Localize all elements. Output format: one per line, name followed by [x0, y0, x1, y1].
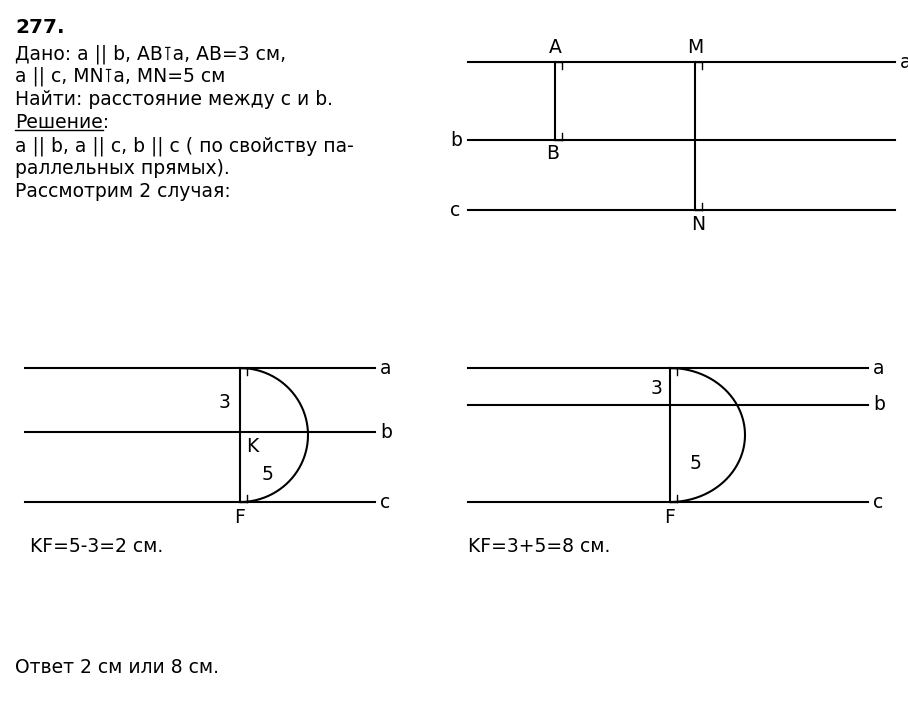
Text: a || b, a || c, b || c ( по свойству па-: a || b, a || c, b || c ( по свойству па- — [15, 136, 354, 155]
Text: c: c — [380, 493, 390, 511]
Text: M: M — [686, 38, 703, 57]
Text: 3: 3 — [650, 379, 662, 398]
Text: 5: 5 — [262, 466, 274, 484]
Text: a: a — [873, 359, 884, 377]
Text: c: c — [450, 201, 460, 219]
Text: 5: 5 — [690, 454, 702, 473]
Text: 3: 3 — [218, 392, 230, 412]
Text: b: b — [873, 395, 885, 414]
Text: KF=3+5=8 см.: KF=3+5=8 см. — [468, 537, 610, 556]
Text: 277.: 277. — [15, 18, 64, 37]
Text: a || c, MN⊺a, MN=5 см: a || c, MN⊺a, MN=5 см — [15, 67, 225, 86]
Text: F: F — [665, 508, 676, 527]
Text: b: b — [450, 130, 462, 150]
Text: Дано: a || b, AB⊺a, AB=3 см,: Дано: a || b, AB⊺a, AB=3 см, — [15, 44, 286, 63]
Text: K: K — [246, 437, 258, 456]
Text: a: a — [380, 359, 391, 377]
Text: Рассмотрим 2 случая:: Рассмотрим 2 случая: — [15, 182, 231, 201]
Text: F: F — [234, 508, 245, 527]
Text: раллельных прямых).: раллельных прямых). — [15, 159, 230, 178]
Text: b: b — [380, 422, 392, 441]
Text: Решение:: Решение: — [15, 113, 109, 132]
Text: Ответ 2 см или 8 см.: Ответ 2 см или 8 см. — [15, 658, 219, 677]
Text: N: N — [691, 215, 706, 234]
Text: Найти: расстояние между c и b.: Найти: расстояние между c и b. — [15, 90, 333, 109]
Text: a: a — [900, 53, 908, 71]
Text: c: c — [873, 493, 883, 511]
Text: KF=5-3=2 см.: KF=5-3=2 см. — [30, 537, 163, 556]
Text: B: B — [547, 144, 559, 163]
Text: A: A — [548, 38, 561, 57]
